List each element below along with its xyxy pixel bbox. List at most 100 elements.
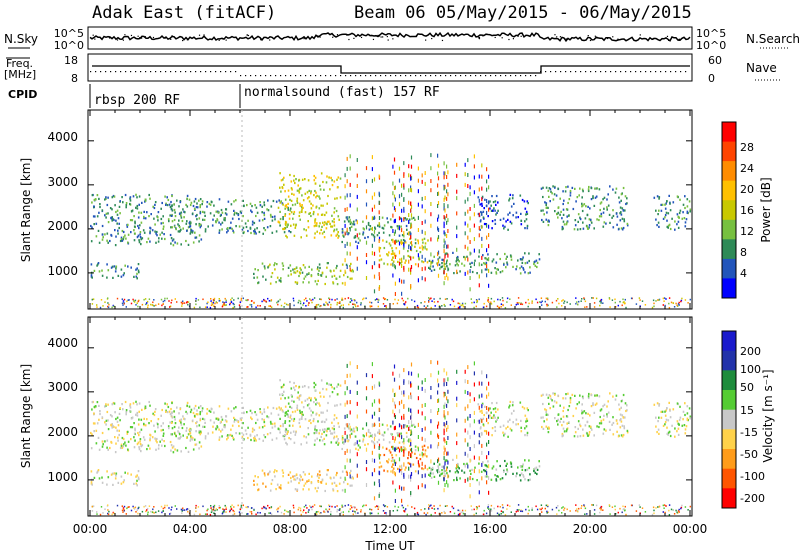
power-ground-cell <box>181 305 182 307</box>
nave-dot <box>580 71 581 72</box>
power-streak-cell <box>425 209 426 213</box>
power-cell <box>308 213 310 215</box>
velocity-cell <box>491 402 493 404</box>
velocity-cell <box>111 424 113 426</box>
velocity-cell <box>236 419 238 421</box>
power-streak-cell <box>410 284 411 288</box>
power-cell <box>474 260 476 262</box>
power-cell <box>392 256 394 258</box>
velocity-cell <box>280 398 282 400</box>
power-cell <box>292 204 294 206</box>
power-streak-cell <box>467 247 468 251</box>
velocity-ground-cell <box>563 509 564 511</box>
power-cell <box>336 265 338 267</box>
power-cell <box>557 188 559 190</box>
velocity-cell <box>505 473 507 475</box>
power-cell <box>381 258 383 260</box>
velocity-cell <box>415 449 417 451</box>
velocity-cell <box>283 472 285 474</box>
power-cell <box>200 198 202 200</box>
noise-dot <box>332 37 333 38</box>
power-cell <box>321 172 323 174</box>
power-cell <box>485 268 487 270</box>
power-cell <box>406 225 408 227</box>
power-cell <box>666 212 668 214</box>
power-cell <box>298 275 300 277</box>
velocity-cell <box>554 394 556 396</box>
velocity-cell <box>564 430 566 432</box>
velocity-streak-cell <box>425 484 426 488</box>
velocity-cell <box>517 466 519 468</box>
velocity-cell <box>491 479 493 481</box>
power-cell <box>623 209 625 211</box>
power-ground-cell <box>319 298 320 300</box>
power-cell <box>458 260 460 262</box>
velocity-cell <box>252 430 254 432</box>
velocity-ground-cell <box>365 505 366 507</box>
power-cell <box>91 274 93 276</box>
velocity-cell <box>138 419 140 421</box>
velocity-cell <box>259 408 261 410</box>
power-cell <box>470 266 472 268</box>
velocity-cell <box>678 434 680 436</box>
velocity-streak-cell <box>437 425 438 429</box>
power-cell <box>289 218 291 220</box>
freq-tick-right-0: 60 <box>708 54 722 67</box>
velocity-ground-cell <box>251 513 252 515</box>
noise-dot <box>247 35 248 36</box>
velocity-cell <box>340 403 342 405</box>
power-streak-cell <box>345 224 346 228</box>
power-cell <box>137 205 139 207</box>
velocity-cell <box>331 483 333 485</box>
velocity-ground-cell <box>506 508 507 510</box>
nave-dot <box>230 71 231 72</box>
nave-dot <box>540 71 541 72</box>
velocity-cell <box>158 444 160 446</box>
nave-dot <box>420 75 421 76</box>
power-streak-cell <box>446 189 447 193</box>
velocity-cell <box>104 405 106 407</box>
power-ground-cell <box>214 303 215 305</box>
noise-dot <box>556 36 557 37</box>
power-streak-cell <box>379 287 380 291</box>
nave-dot <box>240 75 241 76</box>
power-ground-cell <box>251 304 252 306</box>
velocity-ground-cell <box>653 507 654 509</box>
velocity-ground-cell <box>477 507 478 509</box>
velocity-ground-cell <box>308 509 309 511</box>
power-cell <box>318 270 320 272</box>
nave-dot <box>430 75 431 76</box>
velocity-cell <box>270 423 272 425</box>
power-streak-cell <box>403 161 404 165</box>
velocity-streak-cell <box>350 374 351 378</box>
velocity-ground-cell <box>570 510 571 512</box>
velocity-cell <box>301 411 303 413</box>
power-cell <box>330 270 332 272</box>
velocity-ground-cell <box>371 513 372 515</box>
power-streak-cell <box>347 207 348 211</box>
power-ground-cell <box>137 306 138 308</box>
power-cell <box>201 238 203 240</box>
power-streak-cell <box>392 214 393 218</box>
velocity-cell <box>319 470 321 472</box>
velocity-cell <box>105 403 107 405</box>
freq-tick-left-0: 18 <box>64 54 78 67</box>
power-cell <box>572 187 574 189</box>
power-cb-tick-0: 28 <box>740 141 754 154</box>
velocity-cell <box>406 436 408 438</box>
velocity-cell <box>105 423 107 425</box>
velocity-ground-cell <box>102 512 103 514</box>
power-cell <box>441 266 443 268</box>
nave-dot <box>520 75 521 76</box>
velocity-ground-cell <box>473 514 474 516</box>
power-ground-cell <box>461 305 462 307</box>
velocity-streak-cell <box>345 465 346 469</box>
velocity-ground-cell <box>147 512 148 514</box>
power-cell <box>314 219 316 221</box>
velocity-cell <box>264 425 266 427</box>
velocity-cell <box>190 440 192 442</box>
power-streak-cell <box>444 172 445 176</box>
velocity-cell <box>235 406 237 408</box>
velocity-ground-cell <box>545 508 546 510</box>
velocity-ground-cell <box>260 512 261 514</box>
